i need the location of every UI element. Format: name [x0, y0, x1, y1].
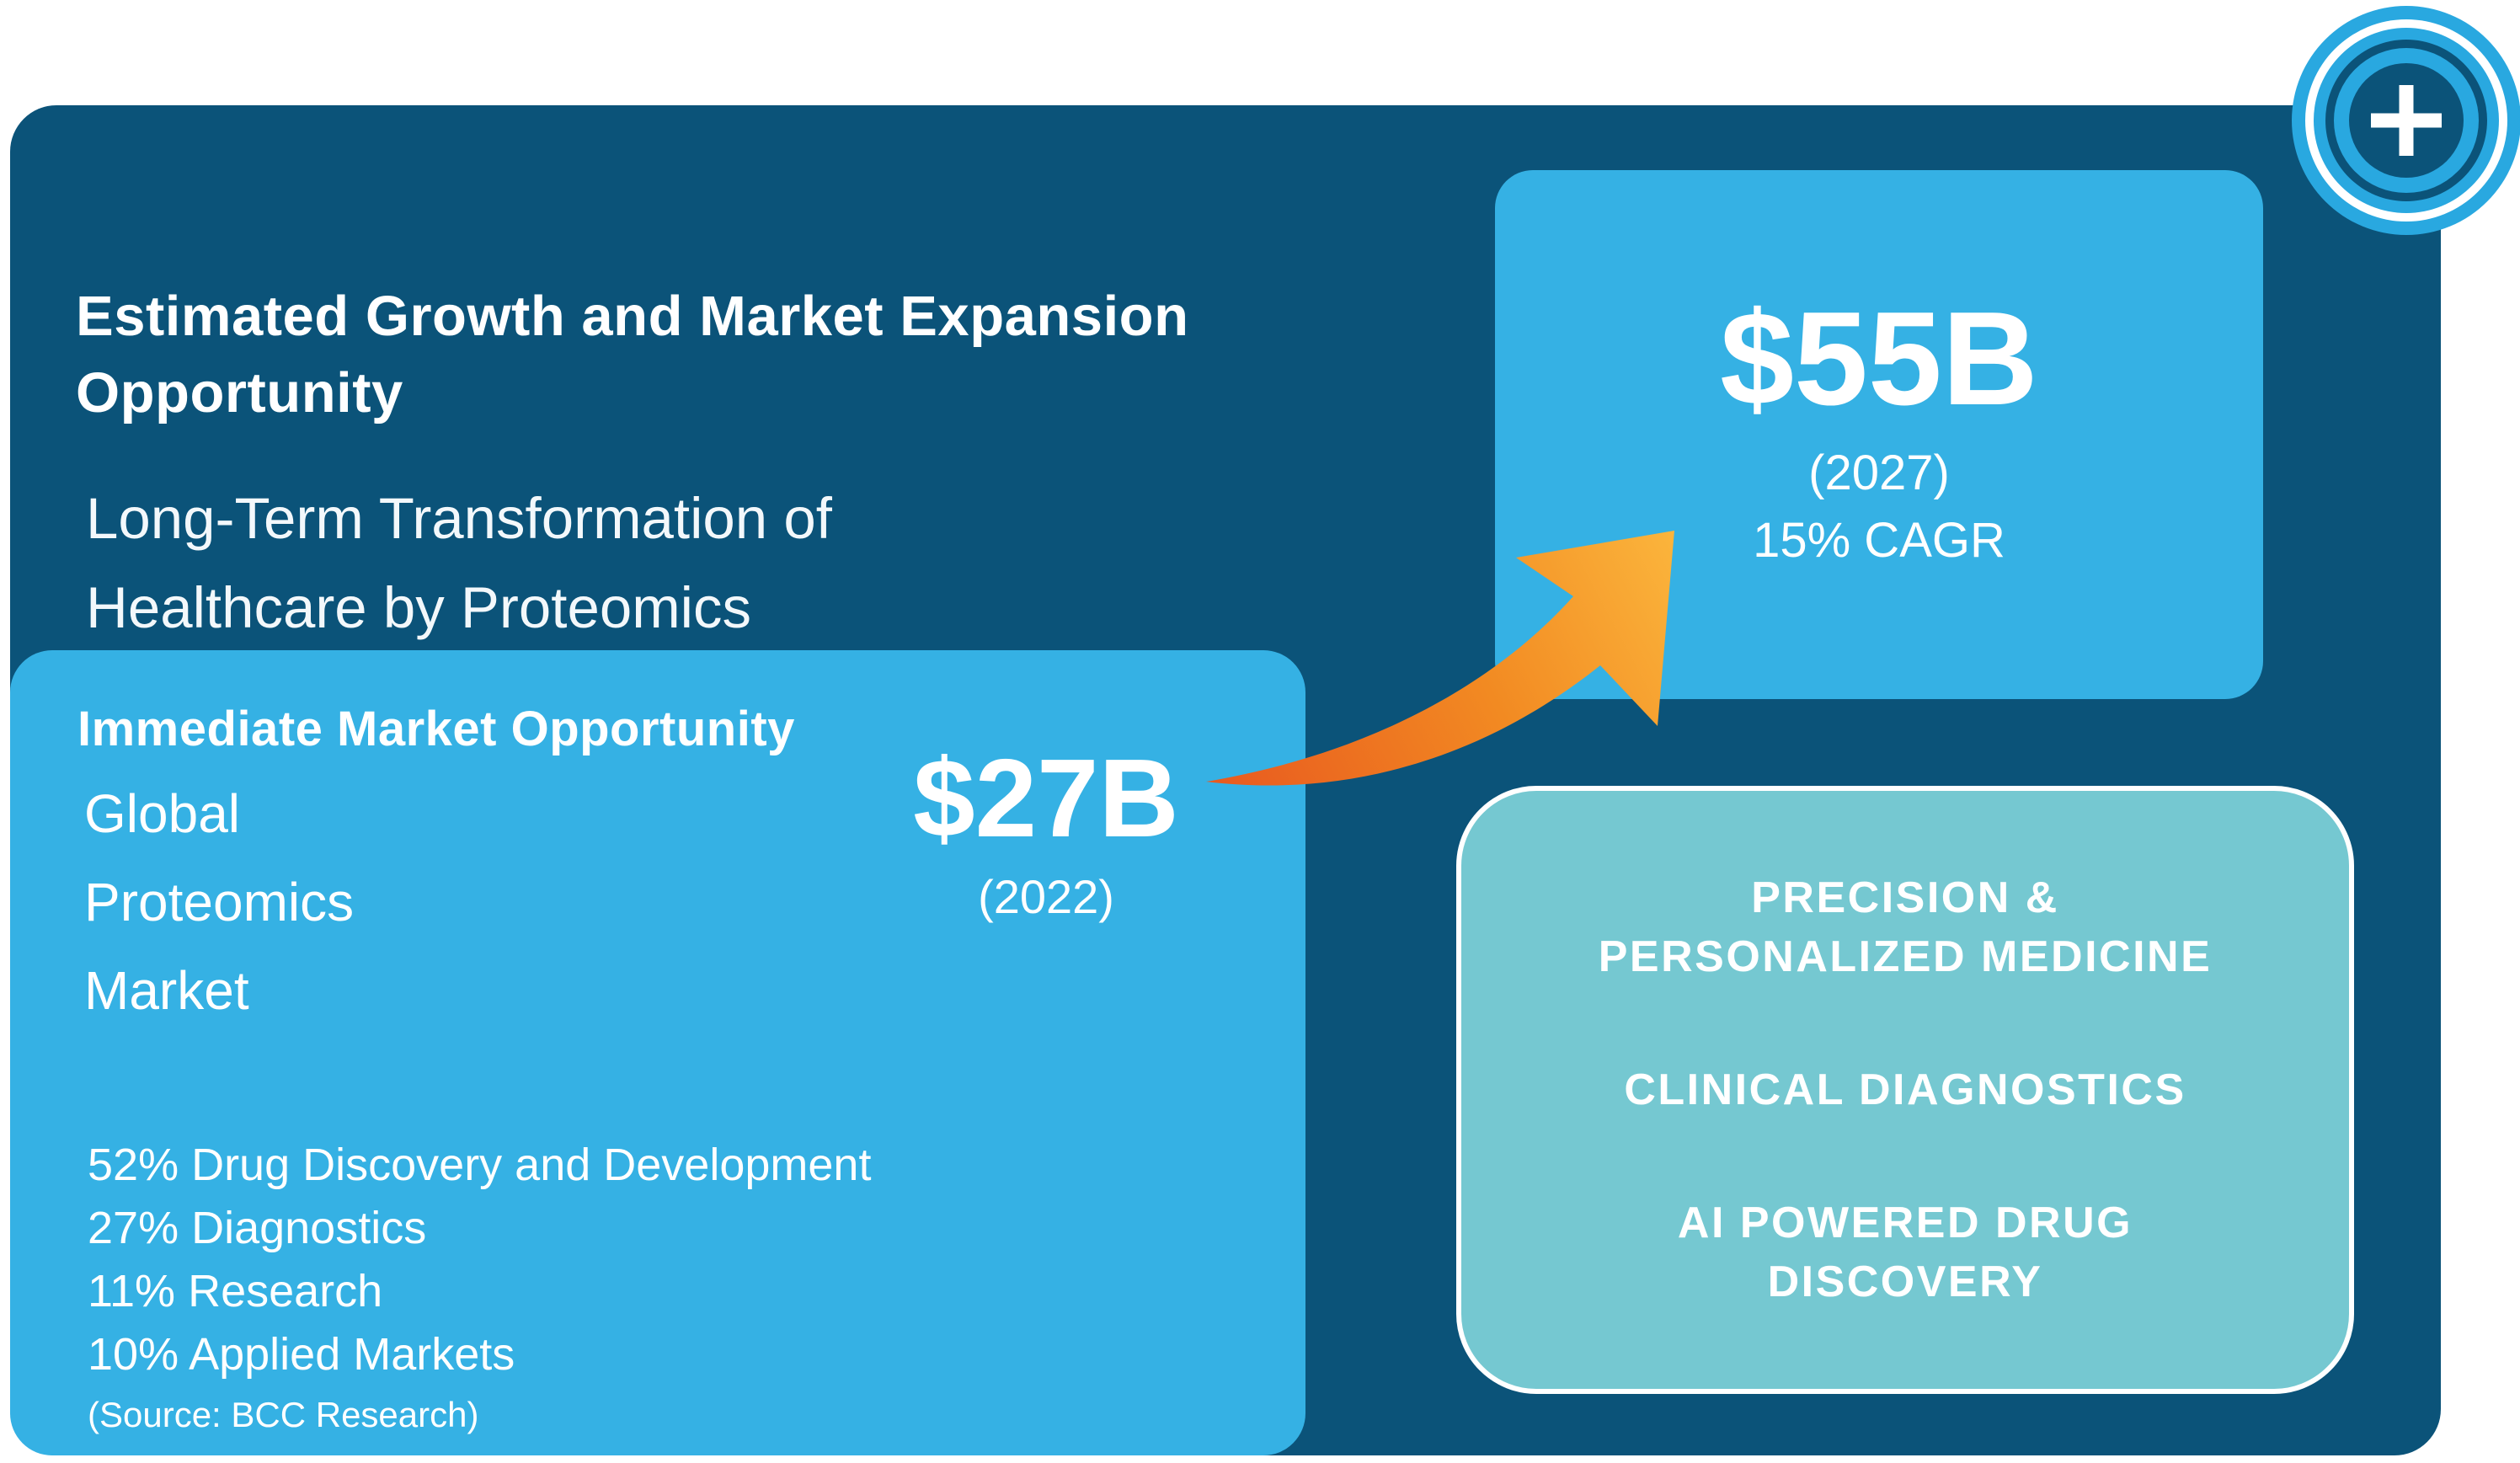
source-note: (Source: BCC Research) [88, 1395, 479, 1434]
expand-button[interactable] [2284, 0, 2520, 243]
focus-item-clinical-diagnostics: CLINICAL DIAGNOSTICS [1624, 1065, 2186, 1114]
market-value-year: (2022) [978, 870, 1114, 923]
focus-item-ai-drug-discovery: AI POWERED DRUG DISCOVERY [1677, 1199, 2133, 1306]
breakdown-item-drug-discovery: 52% Drug Discovery and Development [88, 1140, 872, 1190]
immediate-market-card: Immediate Market Opportunity Global Prot… [10, 650, 1305, 1455]
market-value: $27B [913, 736, 1179, 860]
focus-areas-card: PRECISION & PERSONALIZED MEDICINE CLINIC… [1456, 786, 2354, 1394]
focus-item-precision-medicine: PRECISION & PERSONALIZED MEDICINE [1598, 873, 2213, 981]
global-proteomics-market-label: Global Proteomics Market [84, 783, 355, 1021]
projected-year: (2027) [1808, 446, 1950, 500]
page-subtitle: Long-Term Transformation of Healthcare b… [86, 486, 832, 640]
breakdown-item-applied-markets: 10% Applied Markets [88, 1329, 515, 1380]
immediate-market-heading: Immediate Market Opportunity [77, 702, 795, 756]
growth-projection-card: $55B (2027) 15% CAGR [1495, 170, 2263, 699]
breakdown-item-diagnostics: 27% Diagnostics [88, 1203, 427, 1253]
projected-value: $55B [1720, 285, 2038, 433]
page-title: Estimated Growth and Market Expansion Op… [76, 285, 1189, 424]
breakdown-item-research: 11% Research [88, 1266, 383, 1316]
cagr-label: 15% CAGR [1753, 513, 2005, 568]
plus-icon [2292, 6, 2520, 235]
market-value-block: $27B (2022) [861, 743, 1231, 924]
market-breakdown-list: 52% Drug Discovery and Development 27% D… [88, 1134, 871, 1386]
